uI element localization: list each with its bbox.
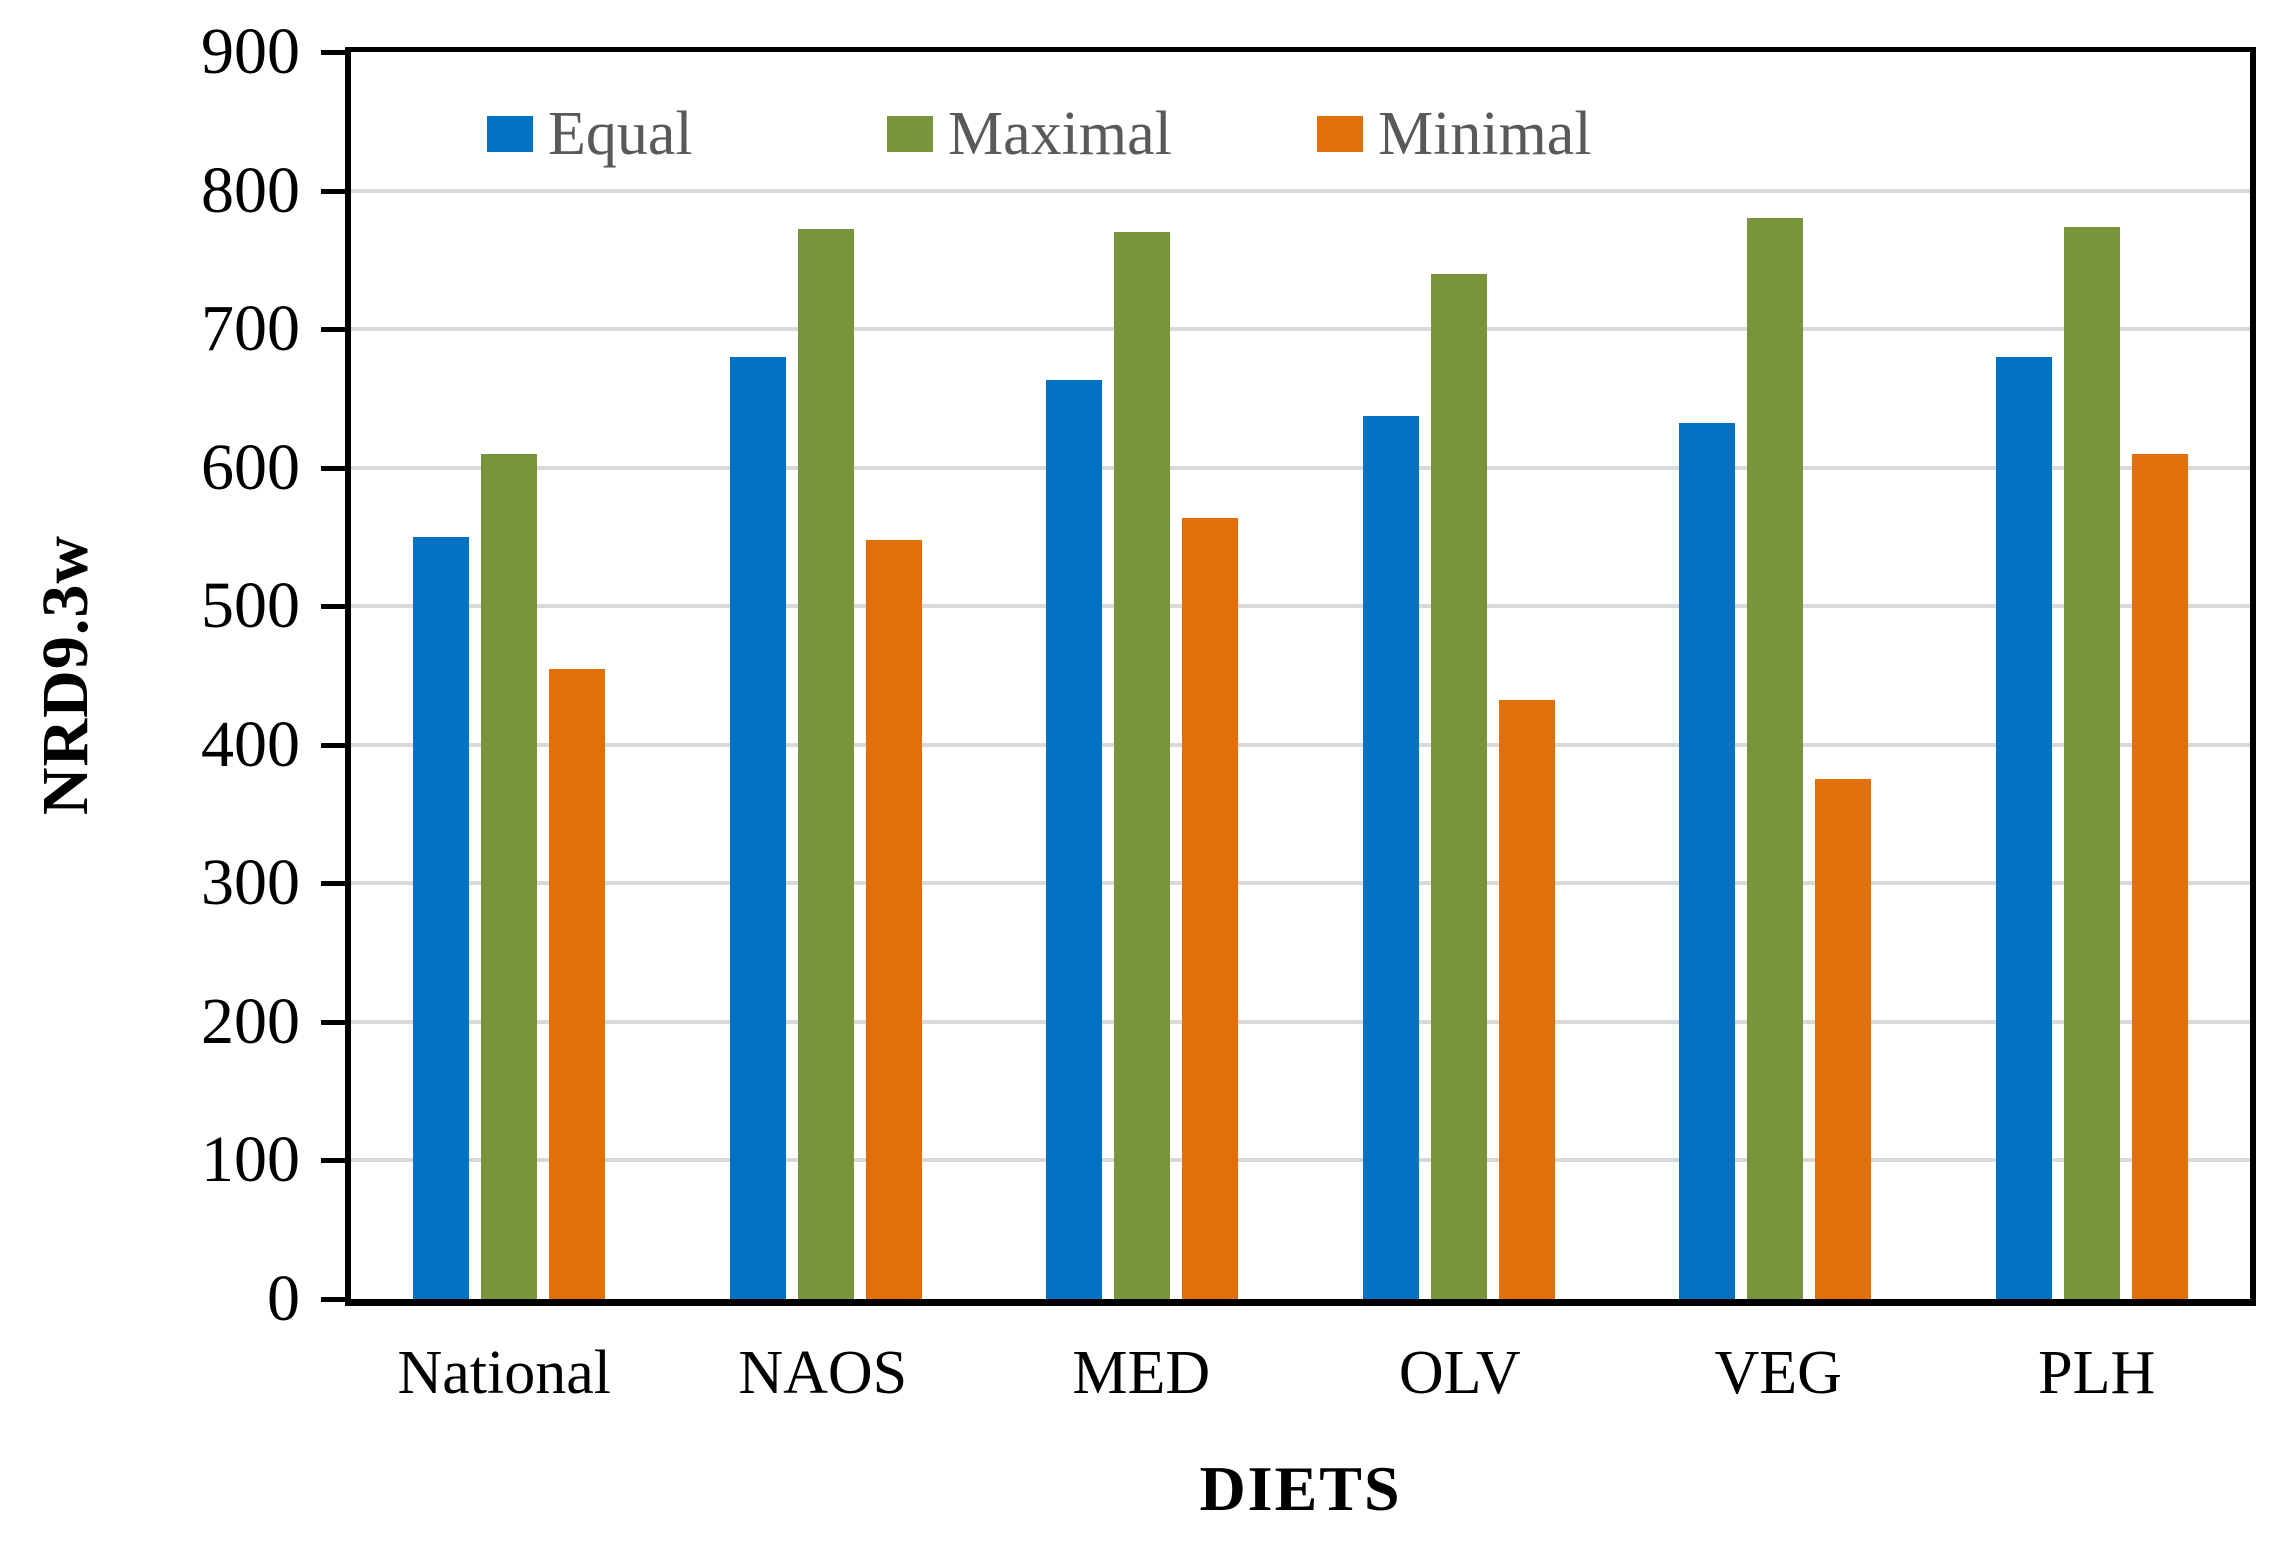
y-tick-mark-500 <box>321 604 345 609</box>
y-tick-label-0: 0 <box>267 1262 300 1335</box>
y-tick-mark-100 <box>321 1158 345 1163</box>
gridline-y-800 <box>351 189 2250 193</box>
x-tick-label-veg: VEG <box>1714 1339 1842 1407</box>
y-tick-label-100: 100 <box>201 1123 300 1196</box>
y-tick-label-700: 700 <box>201 292 300 365</box>
gridline-y-200 <box>351 1020 2250 1024</box>
bar-group-national <box>351 52 668 1299</box>
y-tick-label-300: 300 <box>201 846 300 919</box>
gridline-y-300 <box>351 881 2250 885</box>
bar-med-minimal <box>1182 517 1239 1299</box>
y-tick-label-800: 800 <box>201 154 300 227</box>
y-tick-label-200: 200 <box>201 985 300 1058</box>
x-axis-tick-labels: National NAOS MED OLV VEG PLH <box>345 1336 2256 1410</box>
x-tick-label-national: National <box>397 1339 612 1407</box>
y-tick-mark-0 <box>321 1297 345 1302</box>
bar-veg-minimal <box>1815 779 1872 1299</box>
bar-national-equal <box>413 536 470 1299</box>
x-tick-label-olv: OLV <box>1398 1339 1521 1407</box>
bar-veg-maximal <box>1747 218 1804 1299</box>
bar-med-equal <box>1046 380 1103 1299</box>
y-tick-label-600: 600 <box>201 431 300 504</box>
y-axis-tick-labels: 0 100 200 300 400 500 600 700 800 900 <box>0 17 300 1334</box>
bar-olv-minimal <box>1498 700 1555 1299</box>
bars-layer <box>351 52 2250 1299</box>
x-tick-label-naos: NAOS <box>738 1339 908 1407</box>
bar-group-naos <box>668 52 985 1299</box>
bar-naos-maximal <box>797 229 854 1299</box>
gridline-y-600 <box>351 466 2250 470</box>
y-axis-tick-marks <box>321 50 345 1302</box>
bar-plh-equal <box>1995 356 2052 1299</box>
x-axis-title: DIETS <box>1199 1453 1402 1524</box>
y-tick-mark-800 <box>321 189 345 194</box>
bar-olv-maximal <box>1430 273 1487 1299</box>
legend-label-equal: Equal <box>548 100 693 168</box>
bar-national-maximal <box>481 453 538 1299</box>
bar-naos-minimal <box>865 539 922 1299</box>
bar-olv-equal <box>1362 416 1419 1299</box>
y-tick-mark-700 <box>321 327 345 332</box>
legend-swatch-equal <box>487 116 533 152</box>
bar-med-maximal <box>1114 232 1171 1299</box>
gridline-y-100 <box>351 1158 2250 1162</box>
y-tick-label-400: 400 <box>201 708 300 781</box>
y-tick-mark-300 <box>321 881 345 886</box>
bar-plh-maximal <box>2063 226 2120 1299</box>
y-tick-mark-900 <box>321 50 345 55</box>
bar-group-plh <box>1934 52 2251 1299</box>
bar-group-olv <box>1301 52 1618 1299</box>
bar-group-veg <box>1617 52 1934 1299</box>
x-tick-label-med: MED <box>1072 1339 1211 1407</box>
legend-swatch-maximal <box>887 116 933 152</box>
bar-naos-equal <box>729 356 786 1299</box>
legend-label-minimal: Minimal <box>1378 100 1592 168</box>
legend-swatch-minimal <box>1317 116 1363 152</box>
y-tick-label-900: 900 <box>201 15 300 88</box>
gridline-y-400 <box>351 743 2250 747</box>
gridline-y-700 <box>351 327 2250 331</box>
legend-item-maximal: Maximal <box>887 102 1172 166</box>
y-tick-label-500: 500 <box>201 569 300 642</box>
y-tick-mark-600 <box>321 466 345 471</box>
y-tick-mark-200 <box>321 1020 345 1025</box>
bar-group-med <box>984 52 1301 1299</box>
legend-item-equal: Equal <box>487 102 693 166</box>
y-tick-mark-400 <box>321 743 345 748</box>
plot-area <box>345 47 2256 1306</box>
gridline-y-500 <box>351 604 2250 608</box>
legend-label-maximal: Maximal <box>948 100 1172 168</box>
x-tick-label-plh: PLH <box>2038 1339 2156 1407</box>
legend-item-minimal: Minimal <box>1317 102 1592 166</box>
bar-veg-equal <box>1679 423 1736 1299</box>
bar-national-minimal <box>549 668 606 1299</box>
bar-plh-minimal <box>2131 453 2188 1299</box>
